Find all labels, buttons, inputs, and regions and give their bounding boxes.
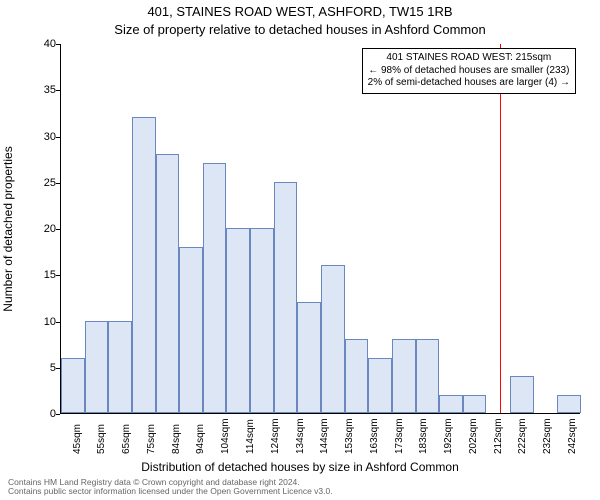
y-tick-label: 25	[36, 177, 56, 189]
histogram-bar	[203, 163, 227, 413]
x-tick-label: 183sqm	[418, 418, 429, 454]
y-tick-mark	[56, 275, 60, 276]
x-axis-label: Distribution of detached houses by size …	[0, 460, 600, 474]
x-tick-label: 45sqm	[72, 424, 83, 454]
x-tick-label: 114sqm	[245, 419, 256, 454]
histogram-bar	[416, 339, 440, 413]
histogram-bar	[297, 302, 321, 413]
histogram-bar	[463, 395, 487, 414]
y-tick-label: 40	[36, 38, 56, 50]
x-tick-labels: 45sqm 55sqm 65sqm 75sqm 84sqm 94sqm 104sqm 114s…	[60, 418, 580, 458]
x-tick-label: 104sqm	[220, 418, 231, 454]
y-tick-mark	[56, 137, 60, 138]
y-tick-label: 15	[36, 269, 56, 281]
x-tick-label: 222sqm	[517, 418, 528, 454]
x-tick-label: 55sqm	[96, 424, 107, 454]
x-tick-label: 134sqm	[295, 418, 306, 454]
x-tick-label: 94sqm	[195, 424, 206, 454]
infobox-line: ← 98% of detached houses are smaller (23…	[368, 65, 570, 78]
histogram-bar	[439, 395, 463, 414]
histogram-bar	[510, 376, 534, 413]
histogram-bar	[392, 339, 416, 413]
y-tick-label: 5	[36, 362, 56, 374]
y-tick-label: 0	[36, 408, 56, 420]
histogram-bar	[85, 321, 109, 414]
histogram-bar	[557, 395, 581, 414]
x-tick-label: 173sqm	[394, 418, 405, 454]
x-tick-label: 163sqm	[369, 418, 380, 454]
x-tick-label: 75sqm	[146, 424, 157, 454]
y-tick-mark	[56, 229, 60, 230]
histogram-bar	[108, 321, 132, 414]
y-tick-mark	[56, 44, 60, 45]
x-tick-label: 212sqm	[493, 418, 504, 454]
y-tick-mark	[56, 90, 60, 91]
x-tick-label: 232sqm	[542, 418, 553, 454]
chart-container: 401, STAINES ROAD WEST, ASHFORD, TW15 1R…	[0, 0, 600, 500]
footer-line: Contains public sector information licen…	[8, 487, 592, 496]
info-box: 401 STAINES ROAD WEST: 215sqm ← 98% of d…	[362, 48, 576, 94]
x-tick-label: 153sqm	[344, 418, 355, 454]
y-tick-mark	[56, 322, 60, 323]
histogram-bar	[226, 228, 250, 413]
x-tick-label: 124sqm	[270, 418, 281, 454]
y-tick-label: 10	[36, 316, 56, 328]
histogram-bar	[250, 228, 274, 413]
footer-attribution: Contains HM Land Registry data © Crown c…	[8, 478, 592, 497]
x-tick-label: 192sqm	[443, 418, 454, 454]
infobox-line: 401 STAINES ROAD WEST: 215sqm	[368, 52, 570, 65]
x-tick-label: 84sqm	[171, 424, 182, 454]
x-tick-label: 202sqm	[468, 418, 479, 454]
property-marker-line	[500, 44, 501, 413]
chart-title-line2: Size of property relative to detached ho…	[0, 22, 600, 37]
y-tick-label: 20	[36, 223, 56, 235]
y-axis-label: Number of detached properties	[1, 146, 15, 311]
x-tick-label: 242sqm	[567, 418, 578, 454]
histogram-bar	[368, 358, 392, 414]
y-tick-mark	[56, 414, 60, 415]
y-tick-mark	[56, 183, 60, 184]
histogram-bar	[179, 247, 203, 414]
histogram-bar	[321, 265, 345, 413]
y-tick-mark	[56, 368, 60, 369]
plot-area: 401 STAINES ROAD WEST: 215sqm ← 98% of d…	[60, 44, 580, 414]
y-tick-label: 35	[36, 84, 56, 96]
histogram-bar	[156, 154, 180, 413]
histogram-bar	[132, 117, 156, 413]
histogram-bar	[61, 358, 85, 414]
x-tick-label: 65sqm	[121, 424, 132, 454]
x-tick-label: 144sqm	[319, 418, 330, 454]
infobox-line: 2% of semi-detached houses are larger (4…	[368, 77, 570, 90]
y-tick-label: 30	[36, 131, 56, 143]
chart-title-line1: 401, STAINES ROAD WEST, ASHFORD, TW15 1R…	[0, 4, 600, 19]
histogram-bar	[274, 182, 298, 413]
histogram-bar	[345, 339, 369, 413]
